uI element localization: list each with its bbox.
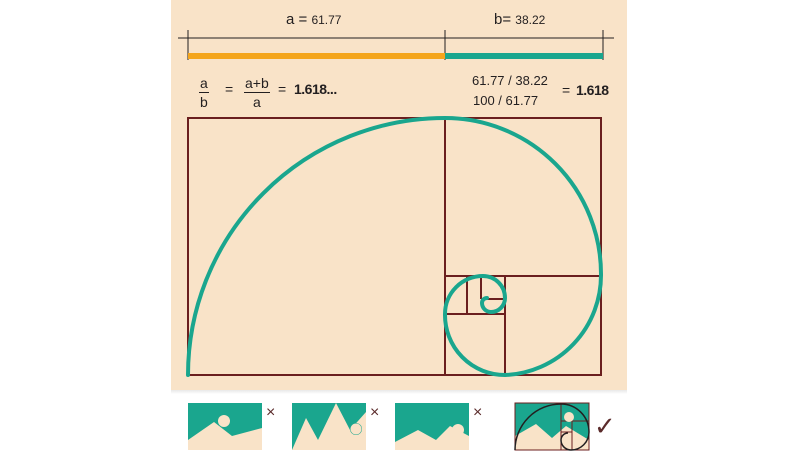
segment-a-equals: =: [298, 11, 308, 28]
fraction-a-over-b-numerator: a: [199, 75, 209, 93]
golden-spiral-composition-thumbnail: [514, 402, 590, 451]
fraction-a-plus-b-over-a-numerator: a+b: [244, 75, 270, 93]
thumbnail-2-sun: [350, 423, 362, 435]
segment-bar: [178, 30, 614, 60]
fraction-a-over-b-denominator: b: [200, 94, 208, 110]
thumbnail-2-peaks: [292, 403, 366, 450]
thumbnail-4-sun: [564, 412, 574, 422]
segment-a-value: 61.77: [311, 13, 342, 27]
segment-a-label: a = 61.77: [286, 12, 341, 27]
fraction-a-plus-b-over-a: a+b a: [244, 76, 270, 109]
segment-b-bar: [445, 53, 603, 59]
thumbnail-4-mountains: [515, 424, 589, 450]
diagram-background: [171, 0, 627, 390]
thumbnail-4-spiral: [514, 403, 590, 451]
golden-spiral: [186, 115, 604, 378]
verdict-cross-3: ×: [473, 404, 483, 421]
verdict-cross-1: ×: [266, 404, 276, 421]
verdict-check-4: ✓: [594, 411, 616, 441]
segment-a-letter: a: [286, 11, 295, 28]
golden-rectangles: [187, 117, 602, 376]
formula-equals-1: =: [225, 81, 234, 97]
landscape-peaks-thumbnail: [292, 403, 366, 450]
segment-b-value: 38.22: [515, 13, 546, 27]
calculation-result: 1.618: [576, 82, 609, 98]
segment-a-bar: [188, 53, 445, 59]
panel-shadow: [171, 390, 627, 394]
formula-result: 1.618...: [294, 81, 337, 97]
thumbnail-1-mountains: [188, 422, 262, 450]
thumbnail-3-mountains: [395, 426, 469, 450]
thumbnail-3-sun: [452, 424, 464, 436]
calculation-equals: =: [562, 82, 571, 98]
segment-b-letter: b: [494, 11, 503, 28]
golden-rectangle-outer: [187, 117, 602, 376]
fraction-a-over-b: a b: [199, 76, 209, 109]
thumbnail-1-sun: [218, 415, 230, 427]
landscape-sun-right-thumbnail: [395, 403, 469, 450]
calculation-line-2: 100 / 61.77: [473, 93, 539, 108]
segment-b-equals: =: [502, 11, 512, 28]
fraction-a-plus-b-over-a-denominator: a: [252, 94, 261, 110]
calculation-line-1: 61.77 / 38.22: [472, 73, 548, 88]
segment-b-label: b= 38.22: [494, 12, 545, 27]
landscape-sun-left-thumbnail: [188, 403, 262, 450]
formula-equals-2: =: [278, 81, 287, 97]
verdict-cross-2: ×: [370, 404, 380, 421]
